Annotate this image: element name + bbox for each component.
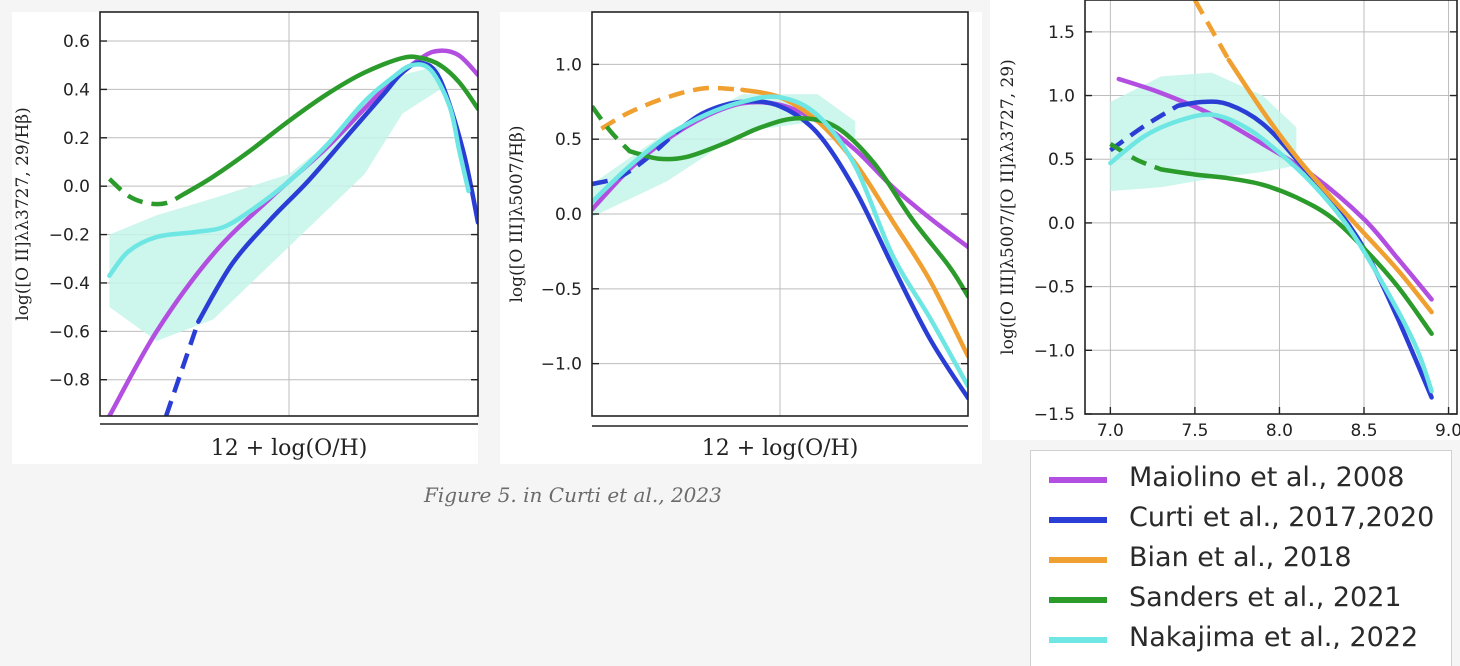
legend-label-curti: Curti et al., 2017,2020 — [1129, 502, 1435, 533]
legend-label-sanders: Sanders et al., 2021 — [1129, 582, 1402, 613]
panel-1: 0.6 0.4 0.2 0.0 −0.2 −0.4 −0.6 −0.8 log([O II]λλ… — [12, 11, 479, 464]
x-axis-label: 12 + log(O/H) — [211, 436, 368, 461]
scatter-band — [592, 94, 856, 217]
panel-2: 1.0 0.5 0.0 −0.5 −1.0 log([O III]λ5007/Hβ) 12 … — [500, 11, 982, 464]
y-tick-label: 0.0 — [1048, 214, 1075, 234]
y-tick-label: −1.5 — [1034, 405, 1075, 425]
y-tick-label: −0.5 — [1034, 278, 1075, 298]
x-tick-label: 9.0 — [1435, 421, 1460, 441]
y-tick-label: 0.5 — [555, 130, 582, 150]
series-line-sanders-extrapolated — [592, 104, 632, 153]
x-tick-label: 8.0 — [1266, 421, 1293, 441]
y-tick-label: 0.0 — [555, 205, 582, 225]
x-tick-label: 7.5 — [1181, 421, 1208, 441]
legend-label-bian: Bian et al., 2018 — [1129, 542, 1352, 573]
panel-3-background — [990, 0, 1460, 440]
legend-item-maiolino: Maiolino et al., 2008 — [1049, 459, 1449, 499]
series-line-curti-extrapolated — [163, 320, 201, 416]
legend: Maiolino et al., 2008 Curti et al., 2017… — [1030, 450, 1452, 666]
panel-1-plot-area — [107, 48, 478, 416]
legend-item-curti: Curti et al., 2017,2020 — [1049, 499, 1449, 539]
legend-item-nakajima: Nakajima et al., 2022 — [1049, 619, 1449, 659]
legend-swatch-nakajima — [1049, 637, 1107, 643]
y-tick-label: 0.6 — [63, 32, 90, 52]
y-tick-label: −0.6 — [49, 322, 90, 342]
y-tick-label: −1.0 — [541, 355, 582, 375]
series-line-nakajima — [592, 94, 968, 389]
series-line-curti-extrapolated — [592, 130, 679, 187]
panel-1-frame — [99, 11, 479, 417]
series-line-bian-extrapolated — [1192, 0, 1231, 61]
panel-3-frame — [1084, 0, 1458, 415]
panel-3: 1.5 1.0 0.5 0.0 −0.5 −1.0 −1.5 7.0 7.5 8.0 8.5 9.0 l… — [990, 0, 1460, 441]
y-tick-label: 0.2 — [63, 129, 90, 149]
series-line-sanders-extrapolated — [1109, 141, 1162, 172]
y-tick-label: 0.5 — [1048, 150, 1075, 170]
panel-2-background — [500, 12, 982, 464]
legend-label-nakajima: Nakajima et al., 2022 — [1129, 622, 1419, 653]
legend-swatch-maiolino — [1049, 477, 1107, 483]
y-tick-label: 1.0 — [1048, 87, 1075, 107]
series-line-bian — [1226, 57, 1434, 315]
y-axis-label: log([O III]λ5007/[O II]λλ3727, 29) — [998, 59, 1018, 355]
y-tick-label: −0.2 — [49, 226, 90, 246]
legend-item-sanders: Sanders et al., 2021 — [1049, 579, 1449, 619]
series-line-sanders — [627, 115, 968, 299]
y-tick-label: −1.0 — [1034, 341, 1075, 361]
legend-swatch-sanders — [1049, 597, 1107, 603]
legend-swatch-curti — [1049, 517, 1107, 523]
series-line-sanders — [182, 54, 478, 196]
panel-2-plot-area — [592, 85, 968, 401]
y-tick-label: 1.5 — [1048, 23, 1075, 43]
y-tick-label: −0.8 — [49, 371, 90, 391]
y-tick-label: 1.0 — [555, 55, 582, 75]
series-line-maiolino — [107, 48, 478, 416]
x-axis-label: 12 + log(O/H) — [702, 436, 859, 461]
legend-swatch-bian — [1049, 557, 1107, 563]
scatter-band — [1110, 72, 1297, 192]
y-axis-label: log([O III]λ5007/Hβ) — [507, 126, 527, 303]
legend-item-bian: Bian et al., 2018 — [1049, 539, 1449, 579]
y-axis-label: log([O II]λλ3727, 29/Hβ) — [13, 107, 33, 321]
y-tick-label: −0.5 — [541, 280, 582, 300]
series-line-curti-extrapolated — [1109, 103, 1180, 153]
x-tick-label: 8.5 — [1350, 421, 1377, 441]
y-tick-label: 0.0 — [63, 177, 90, 197]
y-tick-label: −0.4 — [49, 274, 90, 294]
panel-3-plot-area — [1108, 0, 1434, 400]
x-tick-label: 7.0 — [1097, 421, 1124, 441]
legend-label-maiolino: Maiolino et al., 2008 — [1129, 462, 1405, 493]
figure-caption: Figure 5. in Curti et al., 2023 — [424, 483, 722, 507]
series-line-sanders — [1158, 167, 1434, 336]
scatter-band — [109, 65, 441, 342]
y-tick-label: 0.4 — [63, 80, 90, 100]
series-line-nakajima — [1108, 112, 1434, 394]
series-line-nakajima — [107, 62, 471, 278]
